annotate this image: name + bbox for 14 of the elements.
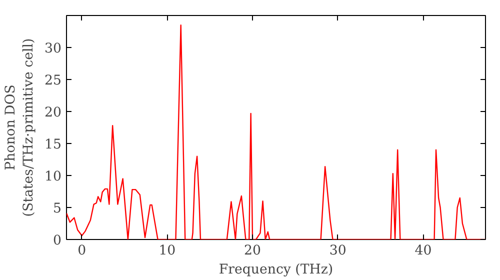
y-tick-label: 15 <box>44 138 62 152</box>
y-tick-label: 25 <box>44 74 62 88</box>
y-tick-label: 30 <box>44 42 62 56</box>
x-axis-title: Frequency (THz) <box>218 262 334 278</box>
x-tick-label: 30 <box>329 244 346 258</box>
x-tick-label: 10 <box>158 244 176 258</box>
x-tick-label: 20 <box>244 244 262 258</box>
y-tick-label: 0 <box>53 234 62 248</box>
y-axis-title: Phonon DOS (States/THz·primitive cell) <box>4 38 37 217</box>
x-tick-label: 40 <box>414 244 432 258</box>
y-tick-label: 10 <box>44 170 62 184</box>
x-tick-label: 0 <box>78 244 86 258</box>
y-tick-label: 5 <box>53 202 62 216</box>
y-tick-label: 20 <box>44 106 62 120</box>
